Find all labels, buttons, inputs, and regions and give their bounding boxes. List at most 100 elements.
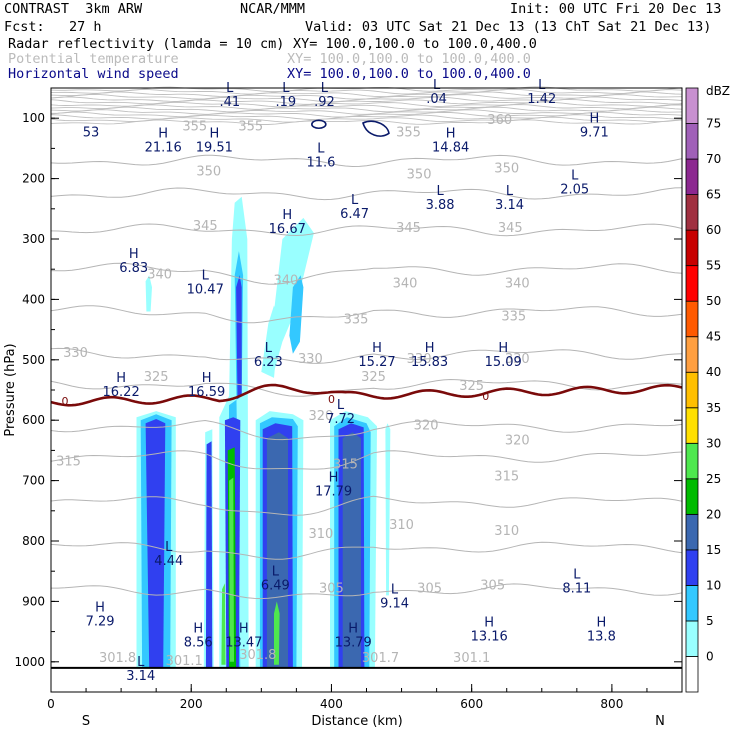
- theta-label: 350: [407, 168, 432, 183]
- wind-minimum-marker: L: [282, 81, 290, 96]
- wind-extremum-value: 15.83: [411, 355, 448, 370]
- field-wind-xy: XY= 100.0,100.0 to 100.0,400.0: [287, 66, 531, 82]
- wind-maximum-marker: H: [348, 622, 358, 637]
- field-wind: Horizontal wind speed: [8, 66, 179, 82]
- freezing-level-label: 0: [482, 390, 489, 403]
- wind-minimum-marker: L: [265, 341, 273, 356]
- theta-label: 325: [144, 370, 169, 385]
- colorbar-swatch: [685, 229, 699, 267]
- theta-label: 310: [494, 524, 519, 539]
- x-tick-label: 800: [600, 697, 623, 711]
- forecast-hour: Fcst: 27 h: [4, 19, 102, 35]
- wind-extremum-value: 17.79: [315, 485, 352, 500]
- theta-label: 310: [309, 527, 334, 542]
- wind-extremum-value: .41: [219, 95, 240, 110]
- wind-extremum-value: 6.23: [254, 355, 283, 370]
- y-tick-label: 100: [22, 111, 45, 125]
- wind-extremum-value: 19.51: [196, 140, 233, 155]
- wind-maximum-marker: H: [484, 616, 494, 631]
- theta-label: 325: [361, 370, 386, 385]
- colorbar-unit: dBZ: [706, 84, 730, 98]
- colorbar-swatch: [685, 549, 699, 586]
- theta-label: 320: [505, 433, 530, 448]
- wind-extremum-value: 7.72: [326, 412, 355, 427]
- wind-minimum-marker: L: [165, 540, 173, 555]
- wind-minimum-marker: L: [573, 567, 581, 582]
- wind-minimum-marker: L: [436, 184, 444, 199]
- wind-minimum-marker: L: [202, 268, 210, 283]
- wind-extremum-value: 16.22: [103, 385, 140, 400]
- reflectivity-cell-15dbz: [145, 419, 166, 668]
- theta-contour: [50, 106, 683, 113]
- wind-extremum-value: 13.8: [587, 630, 616, 645]
- theta-label: 305: [319, 581, 344, 596]
- theta-label: 330: [505, 352, 530, 367]
- colorbar-swatch: [685, 158, 699, 195]
- wind-extremum-value: 21.16: [145, 140, 182, 155]
- wind-extremum-value: 7.29: [86, 615, 115, 630]
- reflectivity-cell-20dbz: [342, 432, 361, 668]
- wind-extremum-value: 16.67: [269, 222, 306, 237]
- center-name: NCAR/MMM: [240, 1, 306, 17]
- wind-extremum-value: 1.42: [527, 92, 556, 107]
- wind-maximum-marker: H: [372, 341, 382, 356]
- wind-minimum-marker: L: [433, 78, 441, 93]
- colorbar-level-label: 35: [706, 401, 721, 415]
- theta-label: 315: [494, 470, 519, 485]
- wind-extremum-value: 2.05: [560, 183, 589, 198]
- wind-minimum-marker: L: [506, 184, 514, 199]
- wind-minimum-marker: L: [317, 142, 325, 157]
- reflectivity-cell-5dbz: [385, 423, 391, 596]
- wind-minimum-marker: L: [137, 655, 145, 670]
- theta-contour: [50, 109, 683, 115]
- wind-extremum-value: .04: [426, 92, 447, 107]
- wind-extremum-value: .92: [314, 95, 335, 110]
- field-reflectivity-xy: XY= 100.0,100.0 to 100.0,400.0: [293, 36, 537, 52]
- reflectivity-cell-30dbz: [221, 583, 226, 665]
- wind-maximum-marker: H: [95, 601, 105, 616]
- wind-minimum-marker: L: [272, 564, 280, 579]
- colorbar-level-label: 5: [706, 614, 714, 628]
- theta-label: 340: [147, 267, 172, 282]
- colorbar-swatch: [685, 87, 699, 124]
- theta-contour: [50, 541, 683, 560]
- y-axis-label: Pressure (hPa): [3, 343, 18, 436]
- model-name: CONTRAST 3km ARW: [4, 1, 143, 17]
- wind-contour: [362, 120, 390, 137]
- theta-label: 335: [344, 313, 369, 328]
- y-tick-label: 300: [22, 232, 45, 246]
- colorbar-level-label: 10: [706, 578, 721, 592]
- wind-extremum-value: 13.79: [335, 636, 372, 651]
- wind-extremum-value: 11.6: [306, 156, 335, 171]
- wind-maximum-marker: H: [202, 371, 212, 386]
- field-theta-xy: XY= 100.0,100.0 to 100.0,400.0: [287, 51, 531, 67]
- theta-label: 315: [333, 458, 358, 473]
- reflectivity-cell-30dbz: [274, 601, 280, 665]
- theta-label: 355: [182, 119, 207, 134]
- wind-minimum-marker: L: [351, 193, 359, 208]
- theta-label: 320: [414, 418, 439, 433]
- y-tick-label: 800: [22, 534, 45, 548]
- wind-maximum-marker: H: [589, 111, 599, 126]
- x-tick-label: 400: [320, 697, 343, 711]
- theta-contour: [50, 347, 683, 364]
- theta-contour: [50, 91, 683, 98]
- reflectivity-anvil-5dbz: [261, 305, 279, 378]
- wind-maximum-marker: H: [446, 126, 456, 141]
- x-tick-label: 0: [47, 697, 55, 711]
- theta-contour: [50, 88, 683, 95]
- wind-extremum-value: 53: [83, 125, 100, 140]
- direction-north: N: [655, 714, 665, 729]
- theta-contour: [50, 262, 683, 285]
- reflectivity-cell-15dbz: [205, 441, 213, 668]
- theta-contour: [50, 154, 683, 168]
- colorbar-level-label: 25: [706, 472, 721, 486]
- wind-contour: [311, 119, 327, 130]
- wind-extremum-value: 9.14: [380, 596, 409, 611]
- wind-extremum-value: 16.59: [188, 385, 225, 400]
- wind-extremum-value: 3.14: [495, 198, 524, 213]
- wind-minimum-marker: L: [538, 78, 546, 93]
- colorbar-swatch: [685, 407, 699, 444]
- theta-label: 335: [501, 310, 526, 325]
